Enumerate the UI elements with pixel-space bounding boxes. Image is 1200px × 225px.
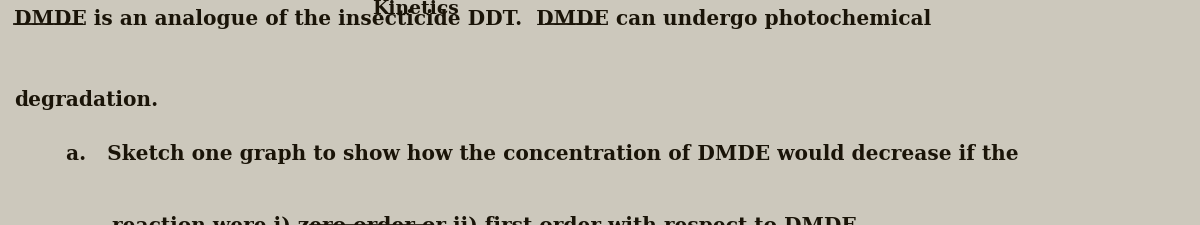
Text: DMDE is an analogue of the insecticide DDT.  DMDE can undergo photochemical: DMDE is an analogue of the insecticide D… [14, 9, 931, 29]
Text: a.   Sketch one graph to show how the concentration of DMDE would decrease if th: a. Sketch one graph to show how the conc… [66, 144, 1019, 164]
Text: Kinetics: Kinetics [372, 0, 458, 18]
Text: degradation.: degradation. [14, 90, 158, 110]
Text: reaction were i) zero order or ii) first order with respect to DMDE.: reaction were i) zero order or ii) first… [112, 216, 863, 225]
